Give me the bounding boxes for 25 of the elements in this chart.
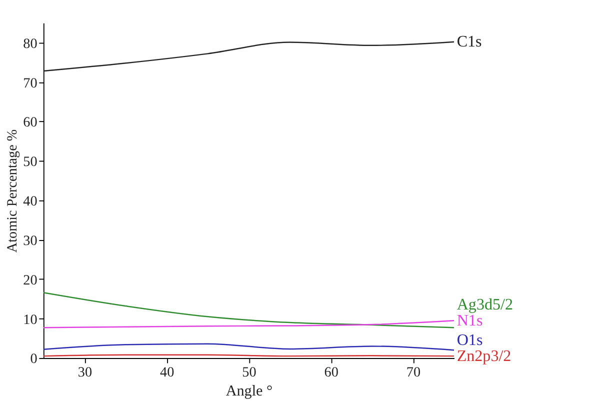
series-label: N1s [456,312,483,330]
x-axis-title: Angle ° [226,383,273,400]
y-tick-label: 50 [23,154,38,170]
y-tick-label: 30 [23,232,38,249]
x-tick-label: 30 [78,364,92,380]
y-tick-label: 80 [23,36,38,52]
series-label: C1s [456,34,482,51]
y-tick-label: 10 [23,312,38,328]
x-tick-label: 50 [242,364,256,380]
line-series [42,41,455,72]
x-tick-label: 60 [324,364,338,380]
series-label: O1s [456,332,483,349]
y-tick-label: 70 [23,75,38,92]
x-tick-label: 70 [406,364,421,380]
y-tick-label: 0 [30,351,38,368]
y-tick-label: 60 [23,114,38,131]
x-tick-label: 40 [160,364,174,380]
y-tick-label: 40 [23,194,38,210]
series-label: Ag3d5/2 [456,296,513,314]
line-series [42,343,455,351]
series-label: Zn2p3/2 [456,348,512,365]
line-series [42,320,455,328]
y-tick-label: 20 [23,272,38,288]
line-series [42,292,455,328]
y-axis-title: Atomic Percentage % [4,129,21,253]
